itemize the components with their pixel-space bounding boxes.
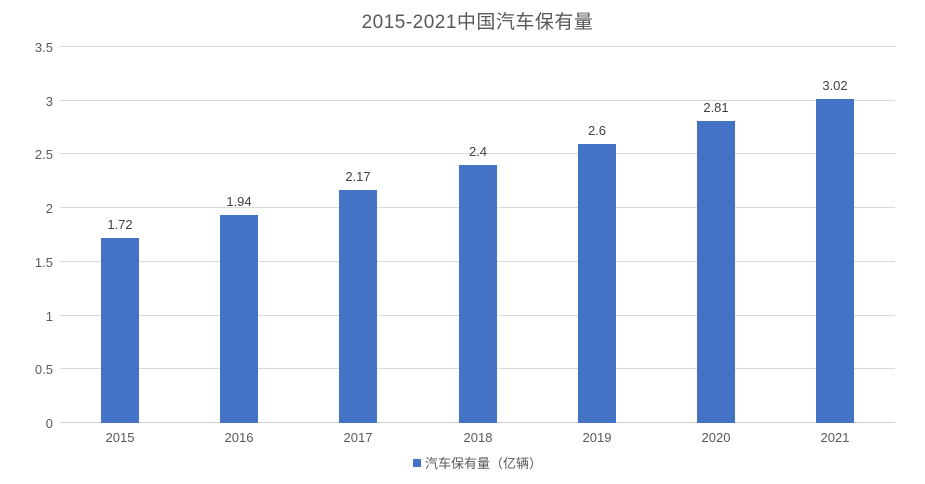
x-axis-tick-label: 2015 [105,430,135,445]
legend[interactable]: 汽车保有量（亿辆） [60,453,895,472]
bar-2020[interactable] [697,121,735,423]
y-axis-tick-label: 1.5 [34,254,53,270]
x-axis-tick-label: 2019 [582,430,612,445]
bar-2015[interactable] [101,238,139,423]
bar-value-label: 1.94 [226,194,252,209]
bar-value-label: 2.4 [468,144,488,159]
y-axis-tick-label: 0.5 [34,362,53,378]
y-axis-tick-label: 2.5 [34,147,53,163]
bar-2021[interactable] [816,99,854,423]
gridline [60,153,895,155]
bar-value-label: 2.17 [345,169,371,184]
bar-2019[interactable] [578,144,616,423]
gridline [60,46,895,47]
x-axis-tick-label: 2021 [820,430,850,445]
plot-area: 1.72 1.94 2.17 2.4 2.6 2.81 3.02 [60,46,895,423]
gridline [60,99,895,101]
x-axis-tick-label: 2017 [343,430,373,445]
bar-2017[interactable] [339,190,377,423]
x-axis-tick-label: 2016 [224,430,254,445]
chart-title: 2015-2021中国汽车保有量 [361,12,594,33]
legend-label: 汽车保有量（亿辆） [424,456,542,471]
legend-marker-icon [412,458,421,467]
bar-value-label: 2.81 [703,100,729,115]
bar-2018[interactable] [459,165,497,423]
x-axis-tick-label: 2018 [463,430,493,445]
y-axis-tick-label: 3 [45,93,53,109]
bar-value-label: 2.6 [587,123,607,138]
y-axis-tick-label: 3.5 [34,40,53,55]
bar-2016[interactable] [220,215,258,423]
y-axis-tick-label: 0 [45,416,53,431]
y-axis-tick-label: 2 [45,201,53,217]
bar-value-label: 3.02 [822,78,848,93]
x-axis-tick-label: 2020 [701,430,731,445]
bar-value-label: 1.72 [107,217,133,232]
y-axis-tick-label: 1 [45,308,53,324]
